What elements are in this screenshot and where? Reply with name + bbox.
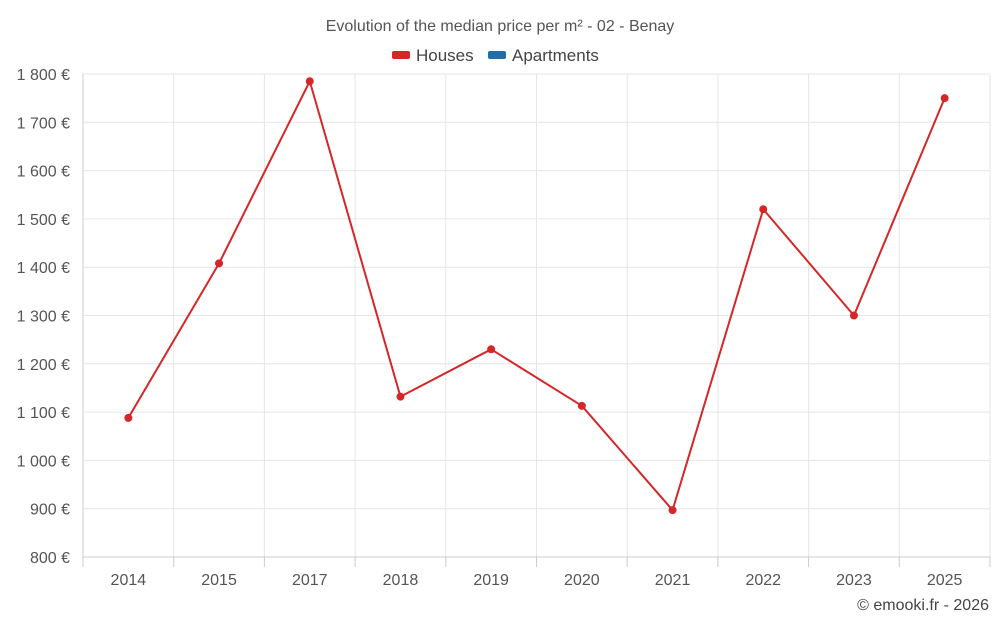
x-tick-label: 2023 [836,572,872,589]
data-point-houses[interactable] [849,311,858,320]
x-tick-label: 2017 [292,572,328,589]
data-point-houses[interactable] [487,345,496,354]
data-point-houses[interactable] [668,506,677,515]
legend-label-houses: Houses [416,46,474,65]
x-tick-label: 2020 [564,572,600,589]
x-tick-label: 2025 [927,572,963,589]
chart-title: Evolution of the median price per m² - 0… [326,18,675,35]
legend-label-apartments: Apartments [512,46,599,65]
credit-text: © emooki.fr - 2026 [857,597,989,614]
x-tick-label: 2014 [111,572,147,589]
y-tick-label: 1 000 € [17,453,70,470]
data-point-houses[interactable] [759,205,768,214]
legend-item-houses[interactable]: Houses [392,46,474,65]
x-tick-label: 2018 [383,572,419,589]
data-point-houses[interactable] [305,77,314,86]
legend: Houses Apartments [392,46,599,65]
y-tick-label: 1 500 € [17,212,70,229]
y-tick-label: 1 700 € [17,115,70,132]
series [124,77,949,515]
y-axis-ticks: 800 € 900 € 1 000 € 1 100 € 1 200 € 1 300 € 1 … [17,67,70,567]
x-tick-label: 2015 [201,572,237,589]
y-tick-label: 1 400 € [17,260,70,277]
series-line-houses [127,80,946,512]
data-point-houses[interactable] [124,413,133,422]
data-point-houses[interactable] [577,401,586,410]
y-tick-label: 900 € [30,502,70,519]
y-tick-label: 1 300 € [17,309,70,326]
x-tick-label: 2021 [655,572,691,589]
y-tick-label: 1 600 € [17,164,70,181]
y-tick-label: 1 800 € [17,67,70,84]
data-point-houses[interactable] [396,392,405,401]
x-tick-label: 2019 [473,572,509,589]
grid [83,73,991,557]
legend-swatch-houses [392,51,410,59]
y-tick-label: 800 € [30,550,70,567]
x-tick-label: 2022 [745,572,781,589]
y-tick-label: 1 200 € [17,357,70,374]
x-axis-ticks: 2014 2015 2017 2018 2019 2020 2021 2022 2023 2025 [82,557,991,589]
legend-item-apartments[interactable]: Apartments [488,46,599,65]
y-tick-label: 1 100 € [17,405,70,422]
legend-swatch-apartments [488,51,506,59]
data-point-houses[interactable] [940,94,949,103]
data-point-houses[interactable] [215,259,224,268]
